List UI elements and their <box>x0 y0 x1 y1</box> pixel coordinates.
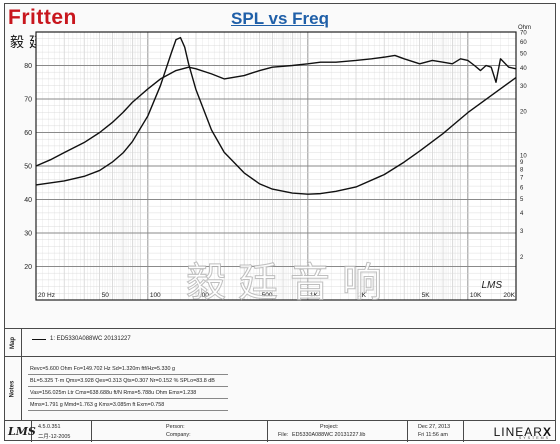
footer-date-cell: Dec 27, 2013 Fri 11:56 am <box>408 421 464 442</box>
y-right-tick-label: 7 <box>520 176 524 182</box>
report-footer: LMS 4.5.0.351 二月-12-2005 Person: Company… <box>4 420 556 442</box>
chart-title: SPL vs Freq <box>231 9 329 28</box>
footer-lms-logo: LMS <box>8 425 36 438</box>
y-right-tick-label: 50 <box>520 52 527 58</box>
brand-main: LINEAR <box>493 425 543 439</box>
y-left-tick-label: 70 <box>24 97 32 104</box>
y-right-tick-label: 5 <box>520 197 524 203</box>
y-right-tick-label: 8 <box>520 167 524 173</box>
footer-company-label: Company: <box>166 432 191 438</box>
footer-date: Dec 27, 2013 <box>418 424 451 430</box>
x-tick-label: 10K <box>470 292 482 299</box>
footer-file-name: ED5330A088WC 20131227.lib <box>292 432 366 438</box>
y-left-tick-label: 40 <box>24 197 32 204</box>
legend-entry: 1: ED5330A088WC 20131227 <box>32 336 131 342</box>
y-right-tick-label: 20 <box>520 110 527 116</box>
y-right-tick-label: 3 <box>520 229 524 235</box>
plot-area: 20 30 40 50 60 70 80 2 3 4 5 6 7 8 9 10 20 30 40 50 60 70 Ohm 2… <box>24 25 531 307</box>
spl-curve <box>35 54 517 167</box>
y-right-unit-label: Ohm <box>518 25 531 31</box>
footer-version-date: 二月-12-2005 <box>38 434 71 440</box>
legend-line-swatch <box>32 338 46 340</box>
x-tick-label: 500 <box>262 292 273 299</box>
x-tick-label: 100 <box>150 292 161 299</box>
footer-person-cell: Person: Company: <box>92 421 268 442</box>
notes-rule <box>28 374 228 375</box>
footer-person-label: Person: <box>166 424 185 430</box>
y-right-tick-label: 2 <box>520 255 524 261</box>
y-right-tick-label: 30 <box>520 84 527 90</box>
logo-initial: F <box>8 6 22 29</box>
footer-time: Fri 11:56 am <box>418 432 448 438</box>
y-right-tick-label: 10 <box>520 153 527 159</box>
plot-lms-tag: LMS <box>481 280 502 291</box>
y-right-tick-label: 6 <box>520 185 524 191</box>
logo-wordmark: Fritten <box>8 6 77 30</box>
y-right-tick-label: 9 <box>520 160 524 166</box>
footer-brand-cell: LINEARX SYSTEMS <box>464 421 556 442</box>
footer-file-label: File: <box>278 432 289 438</box>
y-left-tick-label: 20 <box>24 264 32 271</box>
y-left-tick-label: 80 <box>24 63 32 70</box>
footer-logo-cell: LMS <box>4 421 36 442</box>
footer-brand-sub: SYSTEMS <box>518 436 550 440</box>
x-tick-label: 200 <box>198 292 209 299</box>
notes-line-4: Mms=1.791 g Mmd=1.763 g Kms=3.085m ft Ex… <box>30 402 165 408</box>
x-tick-label: 50 <box>102 292 110 299</box>
y-left-tick-label: 30 <box>24 231 32 238</box>
legend-section: Map 1: ED5330A088WC 20131227 <box>4 328 556 356</box>
x-tick-label: 1K <box>310 292 319 299</box>
y-right-tick-label: 60 <box>520 40 527 46</box>
impedance-curve <box>35 36 517 195</box>
y-left-tick-label: 60 <box>24 130 32 137</box>
notes-rule <box>28 398 228 399</box>
x-tick-label: 2K <box>358 292 367 299</box>
y-right-tick-label: 4 <box>520 211 524 217</box>
notes-line-3: Vas=156.025m Ltr Cms=638.688u ft/N Rms=5… <box>30 390 197 396</box>
footer-project-label: Project: <box>320 424 339 430</box>
footer-version-cell: 4.5.0.351 二月-12-2005 <box>32 421 92 442</box>
y-right-tick-label: 70 <box>520 31 527 37</box>
footer-version: 4.5.0.351 <box>38 424 61 430</box>
footer-brand-logo: LINEARX <box>494 425 552 439</box>
footer-project-cell: Project: File: ED5330A088WC 20131227.lib <box>268 421 408 442</box>
x-tick-label: 5K <box>422 292 431 299</box>
legend-section-label: Map <box>4 329 22 356</box>
brand-x: X <box>542 425 552 439</box>
watermark-text: 毅廷音响 <box>186 260 394 306</box>
y-right-tick-label: 40 <box>520 66 527 72</box>
notes-rule <box>28 410 228 411</box>
spl-chart: 203040506070802345678910203040506070Ohm2… <box>24 25 531 307</box>
x-tick-label: 20 Hz <box>38 292 55 299</box>
legend-entry-label: 1: ED5330A088WC 20131227 <box>50 336 131 342</box>
notes-section-label: Notes <box>4 357 22 420</box>
notes-line-1: Revc=5.600 Ohm Fo=149.702 Hz Sd=1.320m f… <box>30 366 176 372</box>
notes-section: Notes Revc=5.600 Ohm Fo=149.702 Hz Sd=1.… <box>4 356 556 420</box>
y-left-tick-label: 50 <box>24 164 32 171</box>
logo-wordmark-text: ritten <box>21 6 77 29</box>
notes-rule <box>28 386 228 387</box>
notes-line-2: BL=5.325 T·m Qms=3.928 Qes=0.313 Qts=0.3… <box>30 378 215 384</box>
x-tick-label: 20K <box>503 292 515 299</box>
